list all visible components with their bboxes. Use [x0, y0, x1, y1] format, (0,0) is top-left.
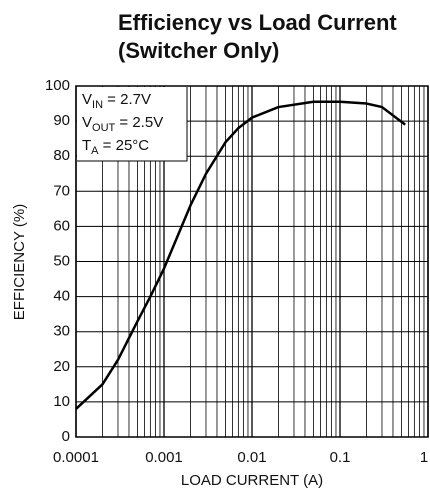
y-tick-label: 0 — [62, 428, 70, 445]
annotation-border — [77, 87, 188, 162]
y-tick-label: 60 — [53, 217, 70, 234]
annotation-part: A — [91, 145, 99, 157]
x-axis-label: LOAD CURRENT (A) — [181, 472, 323, 489]
x-tick-label: 1 — [420, 449, 428, 466]
annotation-part: V — [82, 114, 92, 131]
y-tick-label: 50 — [53, 252, 70, 269]
annotation-part: V — [82, 91, 92, 108]
annotation: VIN = 2.7V — [82, 91, 151, 111]
annotation-part: = 2.5V — [115, 114, 163, 131]
annotation-part: OUT — [92, 122, 116, 134]
annotation-box — [77, 87, 187, 161]
annotation: TA = 25°C — [82, 137, 149, 157]
y-tick-label: 40 — [53, 288, 70, 305]
y-tick-label: 10 — [53, 393, 70, 410]
y-tick-label: 90 — [53, 112, 70, 129]
annotation: VOUT = 2.5V — [82, 114, 163, 134]
x-tick-label: 0.01 — [237, 449, 266, 466]
x-tick-label: 0.0001 — [53, 449, 99, 466]
y-tick-label: 20 — [53, 358, 70, 375]
annotation-part: = 25°C — [99, 137, 150, 154]
y-tick-label: 80 — [53, 147, 70, 164]
annotation-part: T — [82, 137, 91, 154]
chart-title: Efficiency vs Load Current — [118, 10, 397, 35]
y-tick-label: 30 — [53, 323, 70, 340]
plot-frame — [75, 85, 429, 438]
x-tick-label: 0.1 — [330, 449, 351, 466]
y-axis-label: EFFICIENCY (%) — [11, 204, 28, 320]
y-tick-label: 70 — [53, 182, 70, 199]
y-tick-label: 100 — [45, 77, 70, 94]
series-line — [75, 100, 406, 410]
annotation-part: IN — [92, 99, 103, 111]
annotation-part: = 2.7V — [103, 91, 151, 108]
chart-title: (Switcher Only) — [118, 38, 279, 63]
x-tick-label: 0.001 — [145, 449, 183, 466]
